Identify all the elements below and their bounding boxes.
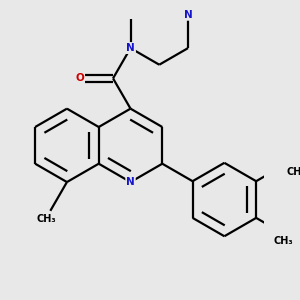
Text: N: N	[126, 177, 135, 187]
Text: O: O	[75, 74, 84, 83]
Text: CH₃: CH₃	[36, 214, 56, 224]
Text: CH₃: CH₃	[274, 236, 293, 246]
Text: N: N	[184, 10, 192, 20]
Text: CH₃: CH₃	[287, 167, 300, 177]
Text: N: N	[126, 43, 135, 53]
Text: N: N	[126, 43, 135, 53]
